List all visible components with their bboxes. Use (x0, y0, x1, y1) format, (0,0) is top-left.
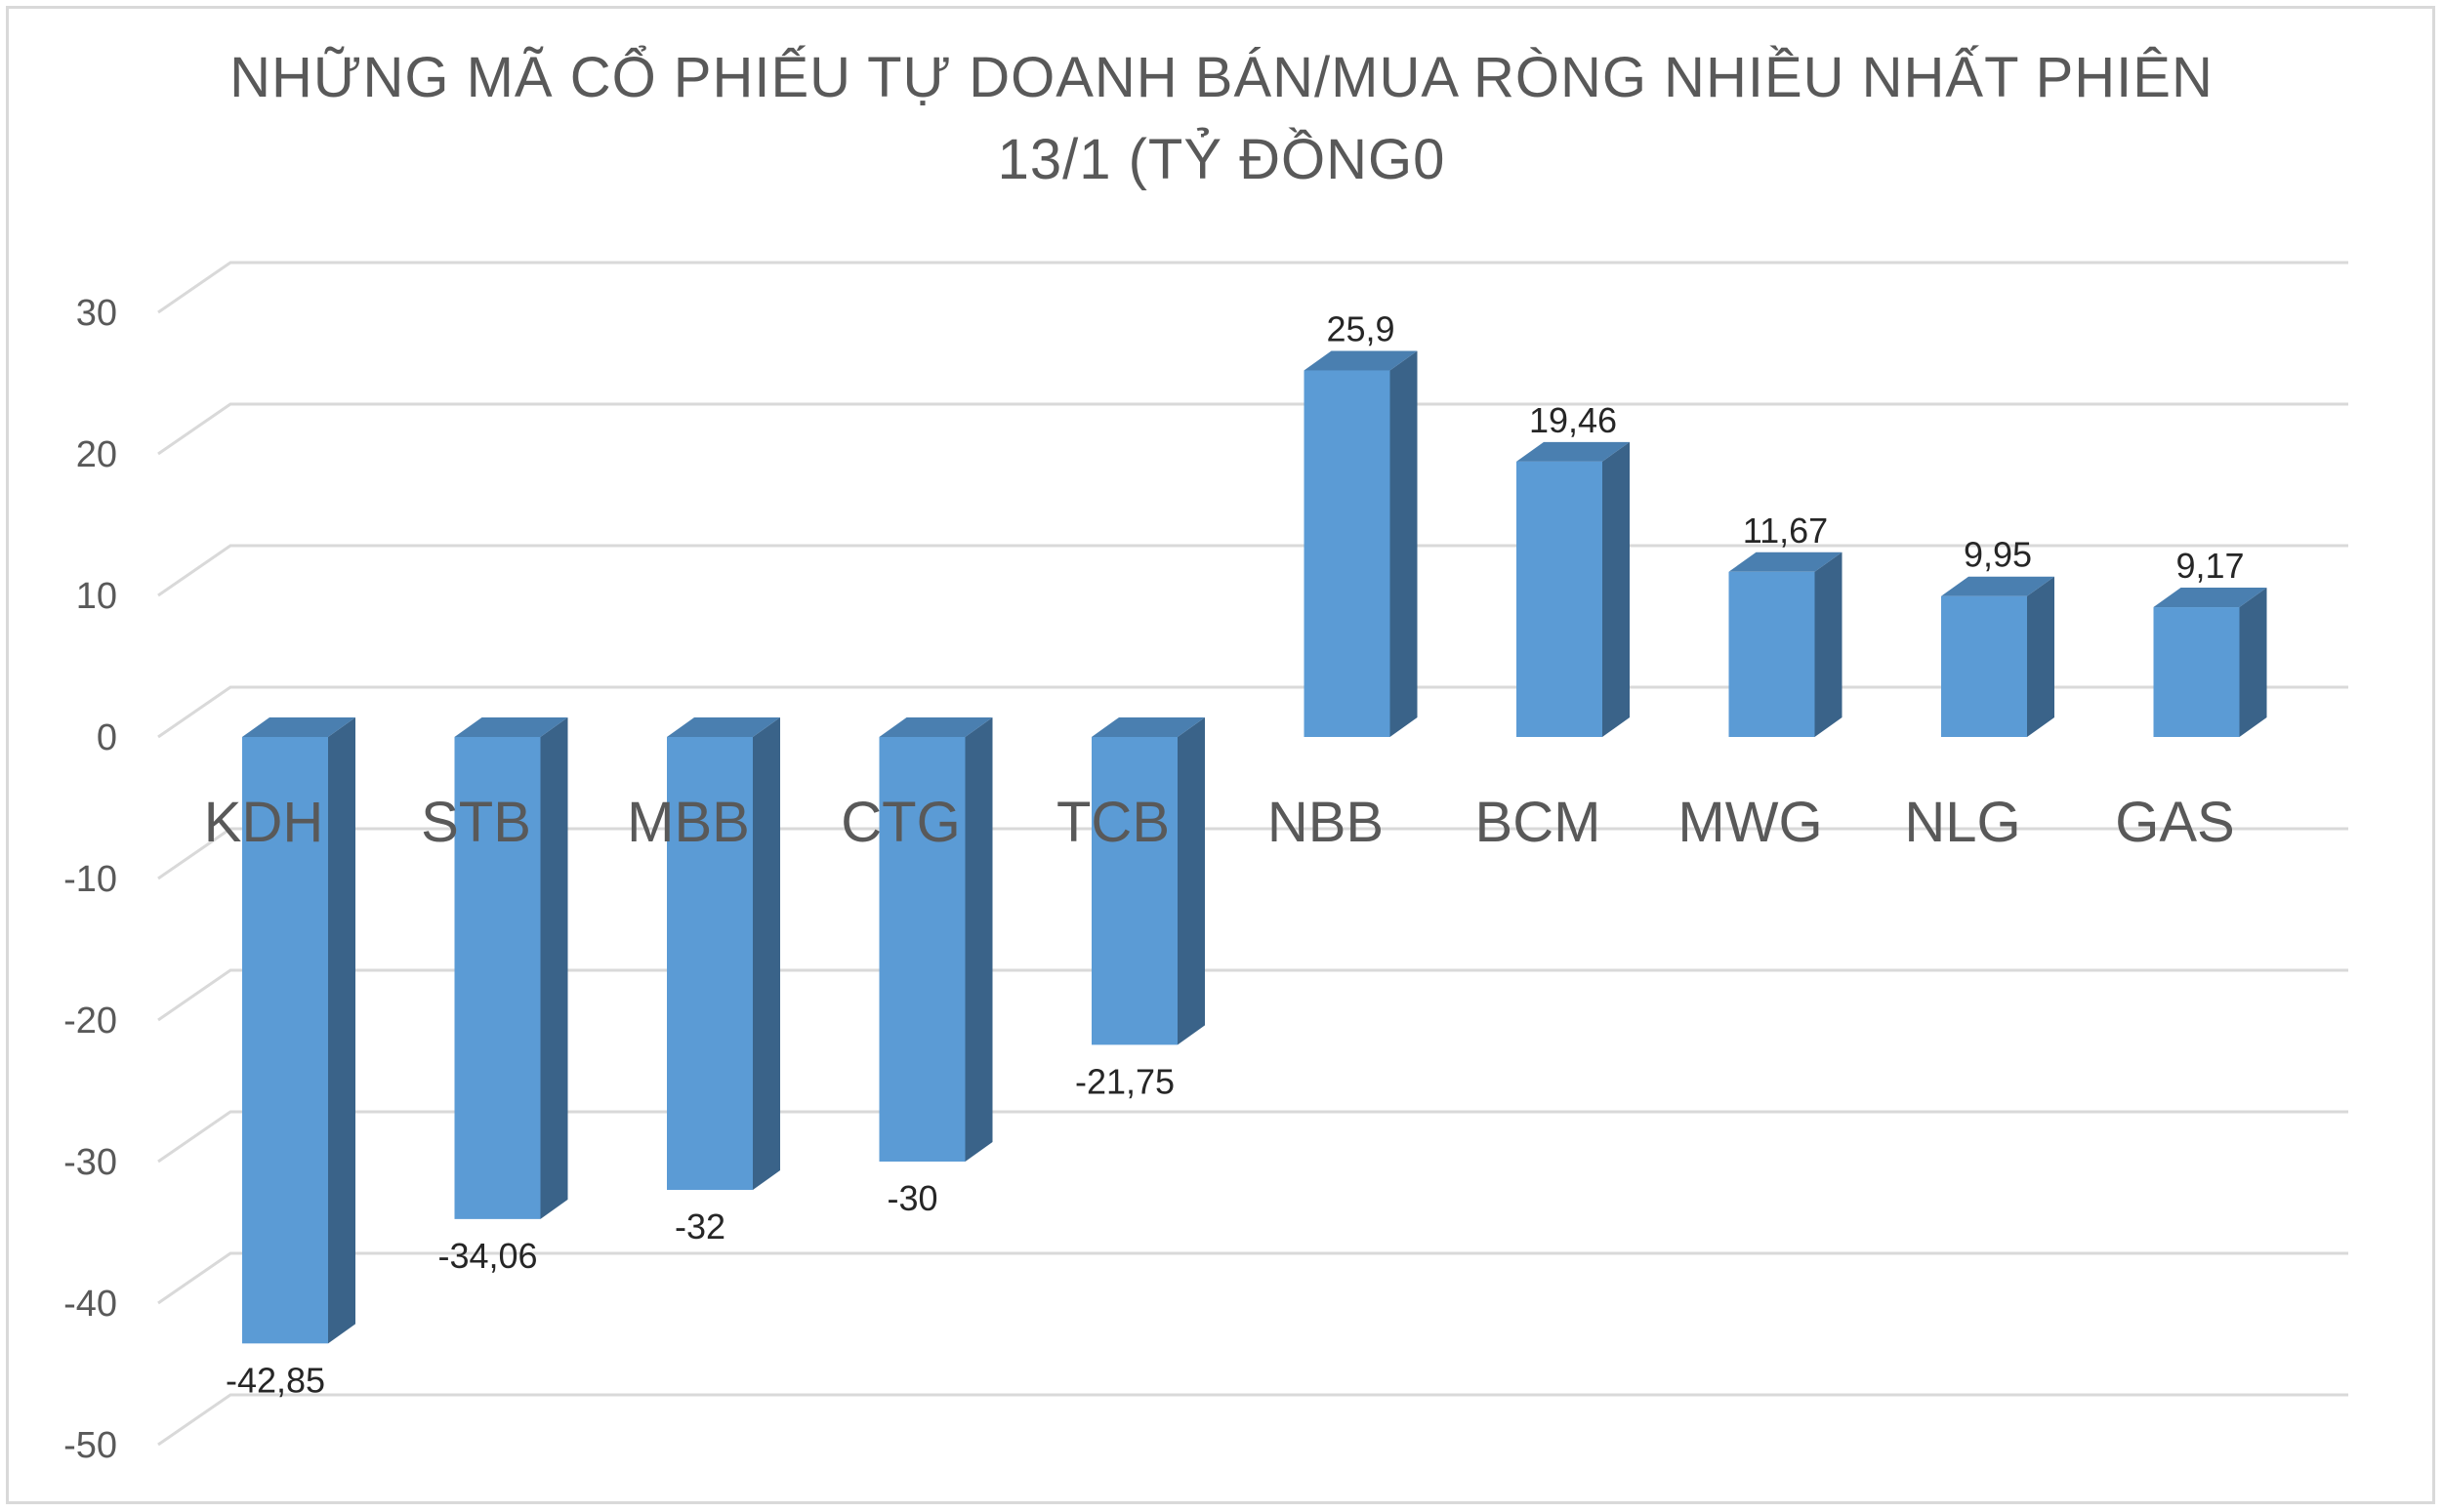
data-label: 11,67 (1743, 511, 1828, 551)
bar-side (753, 717, 780, 1190)
category-label: CTG (841, 791, 960, 854)
y-tick-label: -10 (63, 859, 117, 900)
bar (1941, 595, 2027, 737)
bar-top (1516, 441, 1630, 462)
category-label: BCM (1475, 791, 1601, 854)
gridline (157, 685, 2348, 739)
gridline (157, 1251, 2348, 1305)
category-label: STB (421, 791, 531, 854)
bar (454, 737, 541, 1219)
y-tick-label: -30 (63, 1142, 117, 1183)
bar-side (2027, 576, 2054, 737)
bar (879, 737, 966, 1162)
data-label: -42,85 (226, 1360, 325, 1400)
y-tick-label: 30 (76, 293, 117, 334)
category-label: TCB (1056, 791, 1170, 854)
y-tick-label: 20 (76, 434, 117, 475)
data-label: 9,95 (1964, 535, 2032, 575)
category-label: GAS (2115, 791, 2235, 854)
chart-title-line-2: 13/1 (TỶ ĐỒNG0 (997, 128, 1446, 191)
bar-top (1941, 576, 2054, 596)
category-label: NLG (1904, 791, 2020, 854)
data-label: -21,75 (1075, 1061, 1175, 1101)
bar (1304, 370, 1390, 737)
gridline (157, 402, 2348, 456)
grid-layer (157, 261, 2348, 1447)
bar-side (328, 717, 355, 1344)
category-label: NBB (1267, 791, 1384, 854)
bar (1092, 737, 1178, 1045)
category-label: MBB (627, 791, 750, 854)
data-label: 19,46 (1529, 400, 1617, 440)
bar-side (2239, 588, 2267, 737)
bar-side (1389, 350, 1418, 737)
bar-top (454, 717, 568, 737)
bar (1516, 461, 1602, 737)
y-tick-label: -40 (63, 1284, 117, 1325)
bar-side (1814, 552, 1843, 737)
gridline (157, 261, 2348, 314)
chart-title-line-1: NHỮNG MÃ CỔ PHIẾU TỰ DOANH BÁN/MUA RÒNG … (229, 46, 2214, 109)
gridline (157, 827, 2348, 880)
data-label: -32 (675, 1206, 725, 1246)
bar (667, 737, 753, 1190)
bar (1728, 571, 1815, 737)
gridline (157, 1110, 2348, 1164)
category-label: MWG (1677, 791, 1822, 854)
category-label: KDH (204, 791, 323, 854)
data-label: -34,06 (437, 1236, 537, 1276)
bar-top (1728, 552, 1843, 572)
bar-top (667, 717, 780, 737)
bar-top (1092, 717, 1205, 737)
data-label: 25,9 (1326, 308, 1394, 348)
bar-layer (242, 350, 2267, 1344)
gridline (157, 1393, 2348, 1447)
bar (242, 737, 328, 1344)
data-label: -30 (887, 1178, 937, 1218)
bar-top (2153, 588, 2267, 608)
y-tick-label: 10 (76, 576, 117, 617)
data-label: 9,17 (2175, 546, 2244, 586)
chart-title: NHỮNG MÃ CỔ PHIẾU TỰ DOANH BÁN/MUA RÒNG … (0, 37, 2443, 201)
label-layer: 30 20 10 0 -10 -20 -30 -40 -50 KDH -42,85 STB -34,06… (63, 293, 2244, 1466)
gridline (157, 968, 2348, 1022)
bar-top (1304, 350, 1418, 371)
bar-side (1178, 717, 1205, 1045)
gridline (157, 544, 2348, 597)
bar-side (1602, 441, 1630, 737)
y-tick-label: -50 (63, 1425, 117, 1466)
bar-top (879, 717, 993, 737)
bar-side (965, 717, 993, 1162)
y-tick-label: -20 (63, 1001, 117, 1042)
bar (2153, 607, 2240, 737)
bar-side (540, 717, 568, 1219)
bar-top (242, 717, 355, 737)
y-tick-label: 0 (97, 717, 117, 758)
